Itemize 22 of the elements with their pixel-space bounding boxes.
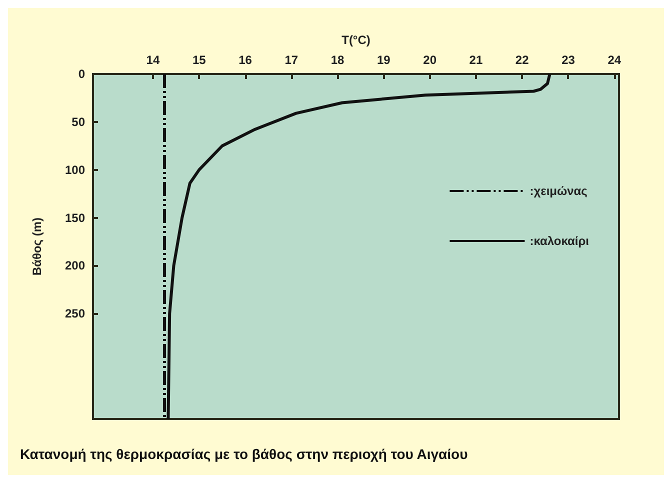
y-tick-label: 250 [64, 306, 86, 321]
x-tick-label: 15 [192, 53, 206, 67]
y-tick-label: 0 [78, 67, 86, 81]
x-tick-label: 19 [377, 53, 391, 67]
y-axis-title: Βάθος (m) [30, 217, 44, 276]
text: Κατανομή της θερμοκρασίας με το βάθος στην περιοχή του Αιγαίου [20, 446, 468, 462]
x-tick-label: 16 [238, 53, 252, 67]
x-tick-label: 23 [562, 53, 576, 67]
x-tick-label: 17 [284, 53, 298, 67]
y-tick-label: 100 [64, 162, 86, 177]
x-tick-label: 24 [608, 53, 622, 67]
y-tick-label: 200 [64, 258, 86, 273]
text: :καλοκαίρι [530, 234, 590, 248]
x-tick-label: 21 [469, 53, 483, 67]
x-tick-label: 14 [146, 53, 160, 67]
x-tick-label: 22 [515, 53, 530, 67]
y-tick-label: 150 [64, 210, 86, 225]
y-tick-label: 50 [72, 114, 86, 129]
x-tick-label: 18 [330, 53, 345, 67]
text: :χειμώνας [530, 184, 588, 198]
x-tick-label: 20 [423, 53, 437, 67]
x-axis-title: T(°C) [342, 33, 370, 47]
